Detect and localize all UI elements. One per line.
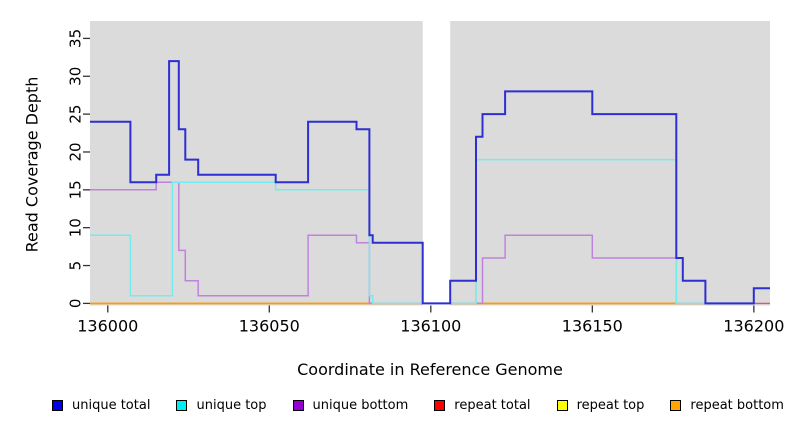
series-unique-top xyxy=(90,158,754,305)
y-tick-label: 0 xyxy=(67,299,85,309)
legend-label: unique top xyxy=(196,398,267,413)
series-unique-total xyxy=(90,60,770,305)
legend-swatch-icon xyxy=(556,400,568,411)
legend-item-unique-bottom: unique bottom xyxy=(292,398,409,413)
legend-swatch-icon xyxy=(176,400,188,411)
x-axis-title: Coordinate in Reference Genome xyxy=(297,360,563,379)
legend-item-repeat-bottom: repeat bottom xyxy=(670,398,784,413)
no-data-gap xyxy=(422,21,451,306)
y-tick-label: 30 xyxy=(67,67,85,86)
legend-item-repeat-top: repeat top xyxy=(556,398,645,413)
x-tick-label: 136200 xyxy=(723,317,784,336)
y-tick-label: 15 xyxy=(67,180,85,199)
legend-swatch-icon xyxy=(292,400,304,411)
y-tick-label: 35 xyxy=(67,29,85,48)
legend-item-repeat-total: repeat total xyxy=(434,398,531,413)
x-tick-label: 136150 xyxy=(562,317,623,336)
legend-label: unique bottom xyxy=(312,398,409,413)
x-tick-label: 136050 xyxy=(239,317,300,336)
x-tick-label: 136100 xyxy=(400,317,461,336)
legend-item-unique-total: unique total xyxy=(52,398,150,413)
y-tick-label: 10 xyxy=(67,218,85,237)
series-unique-bottom xyxy=(90,181,754,305)
x-tick-label: 136000 xyxy=(77,317,138,336)
legend: unique total unique top unique bottom repea… xyxy=(0,398,792,413)
legend-label: repeat top xyxy=(576,398,645,413)
legend-swatch-icon xyxy=(670,400,682,411)
y-tick-label: 25 xyxy=(67,105,85,124)
legend-label: repeat bottom xyxy=(690,398,784,413)
coverage-chart: 136000 136050 136100 136150 136200 0 5 10 15 20 25… xyxy=(67,21,784,336)
legend-swatch-icon xyxy=(52,400,63,411)
legend-label: unique total xyxy=(72,398,151,413)
legend-swatch-icon xyxy=(434,400,446,411)
y-tick-label: 20 xyxy=(67,142,85,161)
legend-item-unique-top: unique top xyxy=(176,398,267,413)
y-axis-title: Read Coverage Depth xyxy=(22,76,42,253)
legend-label: repeat total xyxy=(454,398,531,413)
y-tick-label: 5 xyxy=(67,261,85,271)
